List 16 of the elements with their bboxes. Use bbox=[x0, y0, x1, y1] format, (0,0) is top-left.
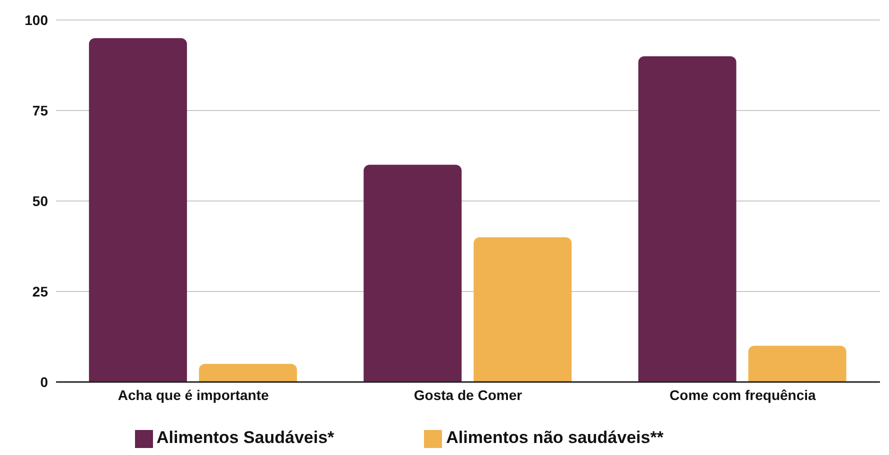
bar bbox=[748, 346, 846, 382]
legend-label: Alimentos não saudáveis** bbox=[446, 428, 664, 447]
y-tick-label: 0 bbox=[40, 374, 48, 390]
y-tick-label: 75 bbox=[32, 102, 48, 118]
y-tick-label: 25 bbox=[32, 283, 48, 300]
x-tick-label: Come com frequência bbox=[670, 386, 816, 403]
x-tick-label: Gosta de Comer bbox=[414, 386, 523, 403]
x-tick-label: Acha que é importante bbox=[118, 386, 270, 403]
bar bbox=[198, 364, 297, 382]
legend-label: Alimentos Saudáveis* bbox=[156, 428, 334, 447]
y-tick-label: 100 bbox=[24, 12, 48, 28]
bar bbox=[474, 237, 572, 382]
y-tick-label: 50 bbox=[32, 192, 48, 209]
bar bbox=[364, 164, 462, 382]
bar bbox=[88, 38, 187, 382]
bar bbox=[638, 56, 736, 382]
